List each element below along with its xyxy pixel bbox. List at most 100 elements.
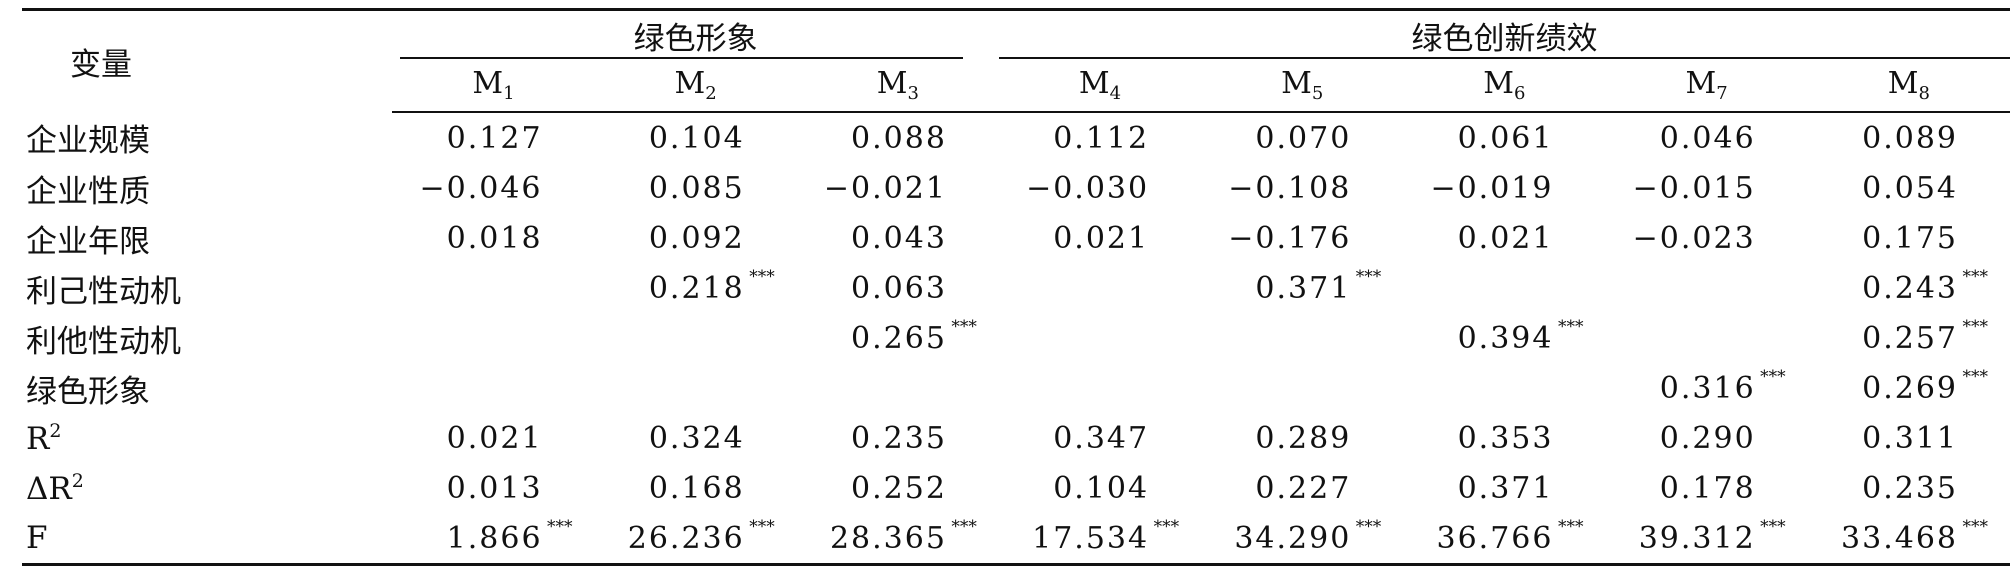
table-cell: −0.019	[1403, 163, 1605, 213]
row-label: 企业性质	[22, 163, 392, 213]
row-label-text: ΔR	[26, 470, 72, 507]
table-row: R2 0.021 0.324 0.235 0.347 0.289 0.353 0.290 0.3…	[22, 413, 2010, 463]
model-header-base: M	[1887, 66, 1919, 101]
cell-value: 0.021	[1053, 220, 1150, 256]
model-header-subscript: 1	[503, 83, 515, 104]
cell-value: 0.054	[1862, 170, 1958, 206]
table-cell: 0.104	[999, 463, 1201, 513]
cell-value: 34.290	[1234, 520, 1352, 556]
table-cell: 0.290	[1605, 413, 1807, 463]
table-cell: 26.236 ***	[594, 513, 797, 566]
row-label: 利他性动机	[22, 313, 392, 363]
table-cell: 0.243 ***	[1808, 263, 2010, 313]
cell-value: 0.018	[446, 220, 543, 256]
table-row: 绿色形象 0.316 *** 0.269 ***	[22, 363, 2010, 413]
row-label: R2	[22, 413, 392, 463]
cell-value: 0.088	[851, 120, 947, 156]
cell-value: 0.252	[851, 470, 947, 506]
cell-value: 0.092	[648, 220, 745, 256]
cell-value: 0.089	[1862, 120, 1958, 156]
model-header: M5	[1201, 59, 1404, 113]
table-cell: 0.089	[1808, 112, 2010, 163]
significance-stars: ***	[749, 267, 775, 287]
table-cell: 0.311	[1808, 413, 2010, 463]
table-cell: 0.218 ***	[595, 263, 797, 313]
table-cell: 0.021	[1403, 213, 1605, 263]
model-header: M3	[796, 59, 999, 113]
significance-stars: ***	[1557, 317, 1584, 337]
model-header-base: M	[674, 66, 706, 101]
cell-value: 1.866	[446, 520, 543, 556]
table-cell	[999, 263, 1201, 313]
model-header: M2	[594, 59, 797, 113]
table-cell: 0.063	[797, 263, 999, 313]
cell-value: 0.063	[851, 270, 947, 306]
table-row: 企业规模 0.127 0.104 0.088 0.112 0.070 0.061 0.046 0…	[22, 112, 2010, 163]
group-header-label: 绿色创新绩效	[1411, 20, 1598, 57]
row-label: F	[22, 513, 393, 566]
cell-value: 0.353	[1457, 420, 1554, 456]
table-cell: 36.766 ***	[1403, 513, 1606, 566]
table-cell: 34.290 ***	[1201, 513, 1404, 566]
table-cell: 0.316 ***	[1605, 363, 1807, 413]
model-header: M8	[1807, 59, 2010, 113]
model-header: M7	[1605, 59, 1808, 113]
row-label: 绿色形象	[22, 363, 392, 413]
cell-value: 0.021	[1457, 220, 1554, 256]
cell-value: 0.227	[1255, 470, 1352, 506]
model-header-subscript: 2	[705, 83, 717, 104]
table-cell	[392, 263, 594, 313]
table-row: 企业性质 −0.046 0.085 −0.021 −0.030 −0.108 −0.019 −…	[22, 163, 2010, 213]
cell-value: 0.013	[446, 470, 543, 506]
significance-stars: ***	[1557, 517, 1584, 537]
table-cell: −0.046	[392, 163, 594, 213]
table-cell: −0.023	[1605, 213, 1807, 263]
table-row: 企业年限 0.018 0.092 0.043 0.021 −0.176 0.021 −0.02…	[22, 213, 2010, 263]
row-label-text: 企业年限	[26, 223, 150, 260]
row-label-text: 企业性质	[26, 173, 150, 210]
table-cell: 1.866 ***	[392, 513, 595, 566]
table-cell	[999, 313, 1201, 363]
variable-column-header: 变量	[22, 8, 393, 112]
table-cell	[1403, 263, 1605, 313]
table-cell: −0.108	[1201, 163, 1403, 213]
significance-stars: ***	[1760, 517, 1786, 537]
group-underline	[998, 57, 2010, 59]
row-label: ΔR2	[22, 463, 392, 513]
model-header: M6	[1403, 59, 1606, 113]
row-label-text: 利他性动机	[26, 323, 181, 360]
cell-value: 26.236	[627, 520, 745, 556]
model-header-base: M	[1483, 66, 1515, 101]
table-cell: 0.347	[999, 413, 1201, 463]
cell-value: 0.104	[1053, 470, 1150, 506]
cell-value: −0.015	[1632, 170, 1756, 206]
table-cell: 0.168	[595, 463, 797, 513]
table-cell	[595, 363, 797, 413]
cell-value: −0.108	[1228, 170, 1352, 206]
table-cell: 0.175	[1808, 213, 2010, 263]
cell-value: 0.070	[1255, 120, 1352, 156]
table-cell	[1605, 263, 1807, 313]
table-cell: 0.289	[1201, 413, 1403, 463]
cell-value: −0.176	[1228, 220, 1352, 256]
cell-value: 0.269	[1862, 370, 1958, 406]
cell-value: 0.316	[1659, 370, 1756, 406]
table-cell: 0.054	[1808, 163, 2010, 213]
header-row-models: M1 M2 M3 M4 M5 M6 M7 M8	[22, 59, 2010, 113]
significance-stars: ***	[951, 317, 977, 337]
table-cell	[999, 363, 1201, 413]
model-header-subscript: 3	[907, 83, 919, 104]
table-cell	[595, 313, 797, 363]
model-header-subscript: 7	[1716, 83, 1728, 104]
cell-value: 0.061	[1457, 120, 1554, 156]
cell-value: −0.046	[419, 170, 543, 206]
significance-stars: ***	[1962, 367, 1989, 387]
model-header-subscript: 6	[1514, 83, 1526, 104]
cell-value: −0.019	[1430, 170, 1554, 206]
cell-value: 39.312	[1638, 520, 1756, 556]
table-row: 利他性动机 0.265 *** 0.394 *** 0.257 ***	[22, 313, 2010, 363]
table-cell: 33.468 ***	[1807, 513, 2010, 566]
table-cell: 0.235	[1808, 463, 2010, 513]
table-cell: 0.252	[797, 463, 999, 513]
table-row: 利己性动机 0.218 *** 0.063 0.371 *** 0.243 ***	[22, 263, 2010, 313]
